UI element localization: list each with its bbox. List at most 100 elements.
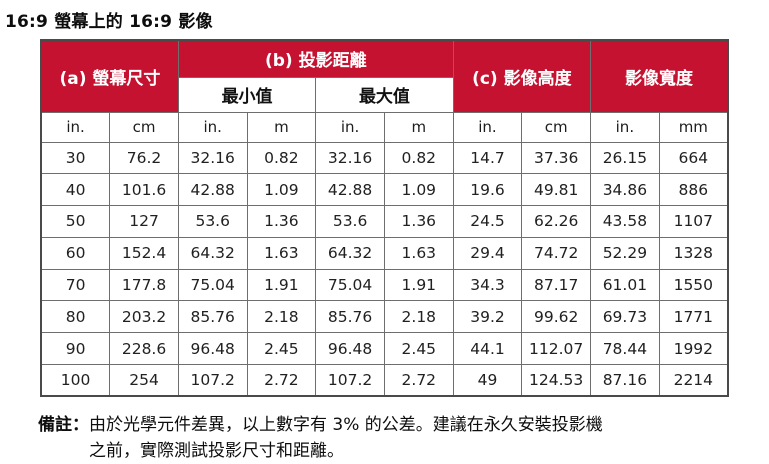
table-row: 80 203.2 85.76 2.18 85.76 2.18 39.2 99.62 69.73 1… (40, 300, 729, 334)
cell: 228.6 (109, 332, 179, 366)
cell: 2.45 (246, 332, 317, 366)
cell: 60 (40, 236, 111, 270)
unit-cell: in. (452, 111, 523, 143)
cell: 75.04 (177, 268, 248, 302)
header-image-height: (c) 影像高度 (452, 39, 592, 113)
unit-cell: cm (521, 111, 592, 143)
cell: 2.72 (246, 364, 317, 397)
table-header: (a) 螢幕尺寸 (b) 投影距離 (c) 影像高度 影像寬度 最小值 最大值 … (40, 39, 729, 143)
cell: 254 (109, 364, 179, 397)
cell: 30 (40, 141, 111, 175)
unit-cell: in. (177, 111, 248, 143)
unit-cell: mm (658, 111, 729, 143)
cell: 37.36 (521, 141, 592, 175)
cell: 69.73 (590, 300, 660, 334)
cell: 1771 (658, 300, 729, 334)
cell: 100 (40, 364, 111, 397)
cell: 1.63 (383, 236, 454, 270)
units-row: in. cm in. m in. m in. cm in. mm (40, 111, 729, 143)
header-row-top: (a) 螢幕尺寸 (b) 投影距離 (c) 影像高度 影像寬度 (40, 39, 729, 113)
cell: 62.26 (521, 205, 592, 238)
cell: 0.82 (383, 141, 454, 175)
cell: 43.58 (590, 205, 660, 238)
cell: 34.3 (452, 268, 523, 302)
cell: 24.5 (452, 205, 523, 238)
cell: 0.82 (246, 141, 317, 175)
cell: 53.6 (315, 205, 385, 238)
cell: 34.86 (590, 173, 660, 207)
cell: 32.16 (177, 141, 248, 175)
cell: 39.2 (452, 300, 523, 334)
cell: 76.2 (109, 141, 179, 175)
cell: 19.6 (452, 173, 523, 207)
cell: 32.16 (315, 141, 385, 175)
cell: 70 (40, 268, 111, 302)
cell: 1550 (658, 268, 729, 302)
table-body: 30 76.2 32.16 0.82 32.16 0.82 14.7 37.36 26.15 66… (40, 141, 729, 397)
cell: 2.72 (383, 364, 454, 397)
unit-cell: in. (590, 111, 660, 143)
cell: 127 (109, 205, 179, 238)
projection-distance-table: (a) 螢幕尺寸 (b) 投影距離 (c) 影像高度 影像寬度 最小值 最大值 … (40, 39, 729, 398)
unit-cell: in. (315, 111, 385, 143)
table-row: 70 177.8 75.04 1.91 75.04 1.91 34.3 87.17 61.01 1… (40, 268, 729, 302)
cell: 664 (658, 141, 729, 175)
cell: 1992 (658, 332, 729, 366)
cell: 80 (40, 300, 111, 334)
header-image-width: 影像寬度 (590, 39, 729, 113)
cell: 87.17 (521, 268, 592, 302)
cell: 99.62 (521, 300, 592, 334)
cell: 44.1 (452, 332, 523, 366)
cell: 42.88 (177, 173, 248, 207)
note-line: 由於光學元件差異，以上數字有 3% 的公差。建議在永久安裝投影機 (89, 415, 603, 436)
cell: 1.91 (383, 268, 454, 302)
cell: 1.09 (383, 173, 454, 207)
cell: 1.09 (246, 173, 317, 207)
table-row: 40 101.6 42.88 1.09 42.88 1.09 19.6 49.81 34.86 8… (40, 173, 729, 207)
unit-cell: in. (40, 111, 111, 143)
header-min-value: 最小值 (177, 76, 317, 113)
cell: 1.36 (383, 205, 454, 238)
cell: 29.4 (452, 236, 523, 270)
table-row: 50 127 53.6 1.36 53.6 1.36 24.5 62.26 43.58 1107 (40, 205, 729, 238)
cell: 2.18 (246, 300, 317, 334)
header-row-sub: 最小值 最大值 (41, 76, 728, 113)
table-row: 100 254 107.2 2.72 107.2 2.72 49 124.53 87.16 221… (40, 364, 729, 397)
cell: 2.18 (383, 300, 454, 334)
cell: 107.2 (177, 364, 248, 397)
cell: 52.29 (590, 236, 660, 270)
table-row: 30 76.2 32.16 0.82 32.16 0.82 14.7 37.36 26.15 66… (40, 141, 729, 175)
note: 備註： 由於光學元件差異，以上數字有 3% 的公差。建議在永久安裝投影機 之前，… (38, 412, 753, 464)
cell: 203.2 (109, 300, 179, 334)
cell: 112.07 (521, 332, 592, 366)
unit-cell: m (246, 111, 317, 143)
cell: 1107 (658, 205, 729, 238)
cell: 64.32 (315, 236, 385, 270)
cell: 107.2 (315, 364, 385, 397)
cell: 1328 (658, 236, 729, 270)
table-row: 60 152.4 64.32 1.63 64.32 1.63 29.4 74.72 52.29 1… (40, 236, 729, 270)
note-text: 由於光學元件差異，以上數字有 3% 的公差。建議在永久安裝投影機 之前，實際測試… (89, 412, 603, 464)
cell: 2214 (658, 364, 729, 397)
cell: 40 (40, 173, 111, 207)
cell: 101.6 (109, 173, 179, 207)
cell: 85.76 (315, 300, 385, 334)
cell: 90 (40, 332, 111, 366)
header-max-value: 最大值 (315, 76, 454, 113)
cell: 1.63 (246, 236, 317, 270)
cell: 85.76 (177, 300, 248, 334)
cell: 124.53 (521, 364, 592, 397)
cell: 42.88 (315, 173, 385, 207)
cell: 886 (658, 173, 729, 207)
cell: 26.15 (590, 141, 660, 175)
cell: 64.32 (177, 236, 248, 270)
cell: 49 (452, 364, 523, 397)
cell: 96.48 (177, 332, 248, 366)
note-label: 備註： (38, 415, 89, 436)
cell: 53.6 (177, 205, 248, 238)
header-screen-size: (a) 螢幕尺寸 (40, 39, 179, 113)
cell: 2.45 (383, 332, 454, 366)
cell: 50 (40, 205, 111, 238)
cell: 1.91 (246, 268, 317, 302)
header-projection-distance: (b) 投影距離 (177, 39, 454, 78)
